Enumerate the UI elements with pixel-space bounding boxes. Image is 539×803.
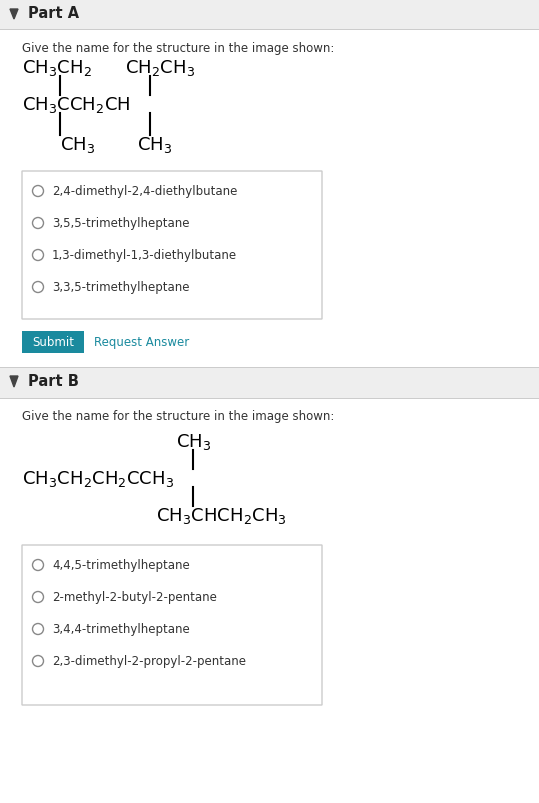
Text: Request Answer: Request Answer (94, 336, 189, 349)
Text: 3,4,4-trimethylheptane: 3,4,4-trimethylheptane (52, 622, 190, 636)
FancyBboxPatch shape (22, 172, 322, 320)
Text: Part A: Part A (28, 6, 79, 21)
Text: Give the name for the structure in the image shown:: Give the name for the structure in the i… (22, 410, 334, 422)
Text: CH$_3$: CH$_3$ (60, 135, 95, 155)
Text: CH$_3$: CH$_3$ (137, 135, 172, 155)
Bar (0, 398, 539, 400)
Bar (22, 332, 84, 353)
Text: 2,3-dimethyl-2-propyl-2-pentane: 2,3-dimethyl-2-propyl-2-pentane (52, 654, 246, 667)
Text: 2,4-dimethyl-2,4-diethylbutane: 2,4-dimethyl-2,4-diethylbutane (52, 185, 237, 198)
Bar (0, 368, 539, 369)
Bar (0, 30, 539, 31)
Polygon shape (10, 10, 18, 20)
Text: 1,3-dimethyl-1,3-diethylbutane: 1,3-dimethyl-1,3-diethylbutane (52, 249, 237, 262)
Bar (0, 0, 539, 30)
Text: 3,5,5-trimethylheptane: 3,5,5-trimethylheptane (52, 218, 190, 230)
Text: Part B: Part B (28, 373, 79, 389)
Text: CH$_2$CH$_3$: CH$_2$CH$_3$ (125, 58, 195, 78)
Text: Give the name for the structure in the image shown:: Give the name for the structure in the i… (22, 42, 334, 55)
FancyBboxPatch shape (22, 545, 322, 705)
Text: Submit: Submit (32, 336, 74, 349)
Text: CH$_3$: CH$_3$ (176, 431, 211, 451)
Text: CH$_3$CCH$_2$CH: CH$_3$CCH$_2$CH (22, 95, 130, 115)
Text: 3,3,5-trimethylheptane: 3,3,5-trimethylheptane (52, 281, 190, 294)
Text: 4,4,5-trimethylheptane: 4,4,5-trimethylheptane (52, 559, 190, 572)
Text: CH$_3$CHCH$_2$CH$_3$: CH$_3$CHCH$_2$CH$_3$ (156, 505, 287, 525)
Text: 2-methyl-2-butyl-2-pentane: 2-methyl-2-butyl-2-pentane (52, 591, 217, 604)
Bar (0, 369, 539, 398)
Text: CH$_3$CH$_2$: CH$_3$CH$_2$ (22, 58, 92, 78)
Polygon shape (10, 377, 18, 388)
Text: CH$_3$CH$_2$CH$_2$CCH$_3$: CH$_3$CH$_2$CH$_2$CCH$_3$ (22, 468, 174, 488)
